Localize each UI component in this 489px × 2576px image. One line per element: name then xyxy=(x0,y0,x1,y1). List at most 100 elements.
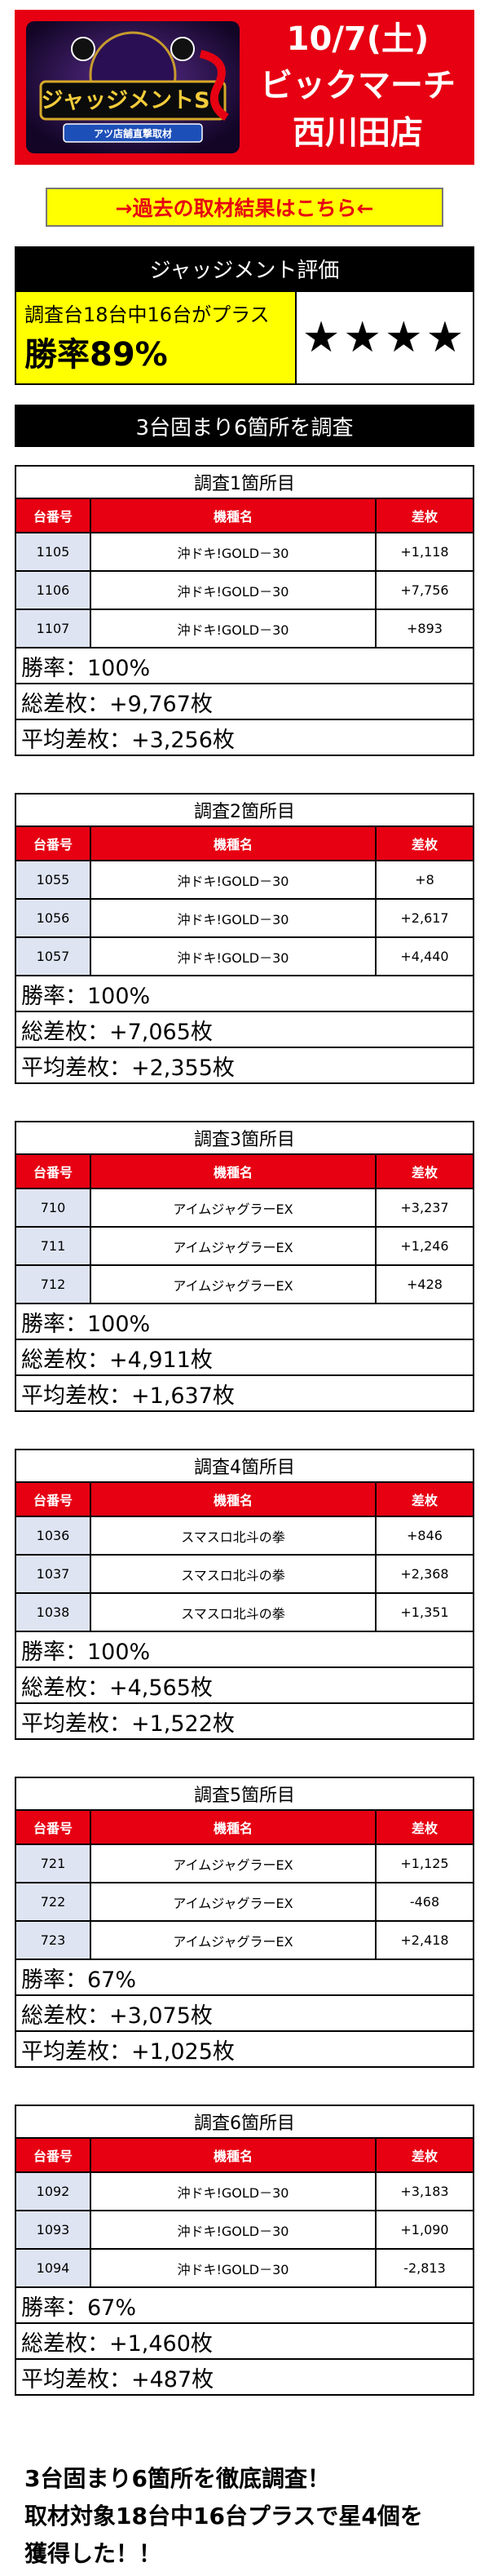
machine-table: 台番号 機種名 差枚 710 アイムジャグラーEX +3,237 711 アイムジャグラーEX… xyxy=(15,1153,474,1304)
branch-name: 西川田店 xyxy=(293,114,423,152)
machine-number: 1107 xyxy=(15,609,91,648)
block-average-diff: 平均差枚：+2,355枚 xyxy=(15,1048,474,1084)
col-header-model: 機種名 xyxy=(90,1809,377,1845)
machine-number: 1106 xyxy=(15,570,91,610)
col-header-number: 台番号 xyxy=(15,1809,91,1845)
survey-block: 調査4箇所目 台番号 機種名 差枚 1036 スマスロ北斗の拳 +846 1037 スマスロ北斗… xyxy=(15,1449,474,1740)
col-header-diff: 差枚 xyxy=(375,498,474,533)
event-date: 10/7(土) xyxy=(286,20,430,58)
block-title: 調査4箇所目 xyxy=(15,1449,474,1481)
table-header-row: 台番号 機種名 差枚 xyxy=(15,1153,474,1189)
judgement-summary: 調査台18台中16台がプラス xyxy=(24,303,270,326)
table-row: 1037 スマスロ北斗の拳 +2,368 xyxy=(15,1554,474,1594)
col-header-number: 台番号 xyxy=(15,498,91,533)
table-row: 1092 沖ドキ!GOLD－30 +3,183 xyxy=(15,2171,474,2211)
machine-number: 722 xyxy=(15,1882,91,1922)
col-header-model: 機種名 xyxy=(90,1481,377,1517)
machine-number: 711 xyxy=(15,1226,91,1266)
machine-model: スマスロ北斗の拳 xyxy=(90,1516,377,1556)
table-header-row: 台番号 機種名 差枚 xyxy=(15,825,474,861)
table-row: 1056 沖ドキ!GOLD－30 +2,617 xyxy=(15,898,474,938)
block-title: 調査3箇所目 xyxy=(15,1121,474,1153)
machine-number: 1038 xyxy=(15,1592,91,1632)
coin-diff: +3,183 xyxy=(375,2171,474,2211)
machine-number: 710 xyxy=(15,1188,91,1228)
machine-number: 723 xyxy=(15,1920,91,1960)
coin-diff: +1,090 xyxy=(375,2210,474,2250)
col-header-number: 台番号 xyxy=(15,1153,91,1189)
header-info: 10/7(土) ビックマーチ 西川田店 xyxy=(251,16,465,157)
machine-table: 台番号 機種名 差枚 721 アイムジャグラーEX +1,125 722 アイムジャグラーEX… xyxy=(15,1809,474,1960)
past-results-link[interactable]: →過去の取材結果はこちら← xyxy=(46,188,443,227)
machine-number: 712 xyxy=(15,1264,91,1304)
col-header-diff: 差枚 xyxy=(375,1809,474,1845)
col-header-diff: 差枚 xyxy=(375,1481,474,1517)
machine-model: 沖ドキ!GOLD－30 xyxy=(90,532,377,572)
judgement-win-rate: 勝率89% xyxy=(24,336,168,374)
machine-model: 沖ドキ!GOLD－30 xyxy=(90,609,377,648)
coin-diff: +7,756 xyxy=(375,570,474,610)
machine-number: 1094 xyxy=(15,2248,91,2288)
machine-model: 沖ドキ!GOLD－30 xyxy=(90,2248,377,2288)
table-row: 1038 スマスロ北斗の拳 +1,351 xyxy=(15,1592,474,1632)
coin-diff: +893 xyxy=(375,609,474,648)
coin-diff: +1,246 xyxy=(375,1226,474,1266)
block-total-diff: 総差枚：+4,911枚 xyxy=(15,1340,474,1376)
table-row: 1036 スマスロ北斗の拳 +846 xyxy=(15,1516,474,1556)
block-title: 調査6箇所目 xyxy=(15,2105,474,2137)
coin-diff: +2,368 xyxy=(375,1554,474,1594)
coin-diff: -468 xyxy=(375,1882,474,1922)
judgement-summary-panel: 調査台18台中16台がプラス 勝率89% xyxy=(16,292,297,383)
table-header-row: 台番号 機種名 差枚 xyxy=(15,498,474,533)
coin-diff: +8 xyxy=(375,860,474,900)
coin-diff: +1,118 xyxy=(375,532,474,572)
star-rating: ★★★★ xyxy=(302,313,468,362)
col-header-diff: 差枚 xyxy=(375,825,474,861)
machine-model: アイムジャグラーEX xyxy=(90,1882,377,1922)
logo-wordmark: ジャッジメントS xyxy=(41,88,209,113)
block-average-diff: 平均差枚：+3,256枚 xyxy=(15,720,474,756)
machine-number: 1105 xyxy=(15,532,91,572)
table-row: 1057 沖ドキ!GOLD－30 +4,440 xyxy=(15,936,474,976)
coin-diff: +1,351 xyxy=(375,1592,474,1632)
survey-block: 調査3箇所目 台番号 機種名 差枚 710 アイムジャグラーEX +3,237 711 アイムジ… xyxy=(15,1121,474,1412)
block-average-diff: 平均差枚：+1,522枚 xyxy=(15,1704,474,1740)
block-total-diff: 総差枚：+4,565枚 xyxy=(15,1668,474,1704)
col-header-model: 機種名 xyxy=(90,498,377,533)
coin-diff: +4,440 xyxy=(375,936,474,976)
col-header-number: 台番号 xyxy=(15,1481,91,1517)
table-row: 1106 沖ドキ!GOLD－30 +7,756 xyxy=(15,570,474,610)
machine-number: 1037 xyxy=(15,1554,91,1594)
block-title: 調査5箇所目 xyxy=(15,1777,474,1809)
col-header-model: 機種名 xyxy=(90,2137,377,2173)
logo-subtitle: アツ店舗直撃取材 xyxy=(94,127,172,139)
col-header-model: 機種名 xyxy=(90,1153,377,1189)
machine-number: 1055 xyxy=(15,860,91,900)
machine-model: アイムジャグラーEX xyxy=(90,1920,377,1960)
coin-diff: +1,125 xyxy=(375,1843,474,1883)
machine-model: 沖ドキ!GOLD－30 xyxy=(90,2210,377,2250)
survey-block: 調査5箇所目 台番号 機種名 差枚 721 アイムジャグラーEX +1,125 722 アイムジ… xyxy=(15,1777,474,2068)
summary-line: 獲得した！！ xyxy=(24,2540,162,2567)
summary-line: 3台固まり6箇所を徹底調査！ xyxy=(24,2465,330,2492)
machine-table: 台番号 機種名 差枚 1092 沖ドキ!GOLD－30 +3,183 1093 沖ドキ!GOL… xyxy=(15,2137,474,2288)
table-row: 1105 沖ドキ!GOLD－30 +1,118 xyxy=(15,532,474,572)
machine-model: アイムジャグラーEX xyxy=(90,1188,377,1228)
col-header-number: 台番号 xyxy=(15,2137,91,2173)
table-header-row: 台番号 機種名 差枚 xyxy=(15,2137,474,2173)
block-total-diff: 総差枚：+9,767枚 xyxy=(15,684,474,720)
coin-diff: +428 xyxy=(375,1264,474,1304)
judgement-box: 調査台18台中16台がプラス 勝率89% ★★★★ xyxy=(15,290,474,385)
summary-text: 3台固まり6箇所を徹底調査！ 取材対象18台中16台プラスで星4個を 獲得した！… xyxy=(24,2460,473,2573)
block-win-rate: 勝率：67% xyxy=(15,2288,474,2324)
block-total-diff: 総差枚：+7,065枚 xyxy=(15,1012,474,1048)
machine-model: アイムジャグラーEX xyxy=(90,1843,377,1883)
table-row: 711 アイムジャグラーEX +1,246 xyxy=(15,1226,474,1266)
table-header-row: 台番号 機種名 差枚 xyxy=(15,1481,474,1517)
summary-line: 取材対象18台中16台プラスで星4個を xyxy=(24,2503,423,2530)
block-win-rate: 勝率：100% xyxy=(15,1304,474,1340)
col-header-diff: 差枚 xyxy=(375,1153,474,1189)
machine-number: 1057 xyxy=(15,936,91,976)
machine-model: 沖ドキ!GOLD－30 xyxy=(90,936,377,976)
